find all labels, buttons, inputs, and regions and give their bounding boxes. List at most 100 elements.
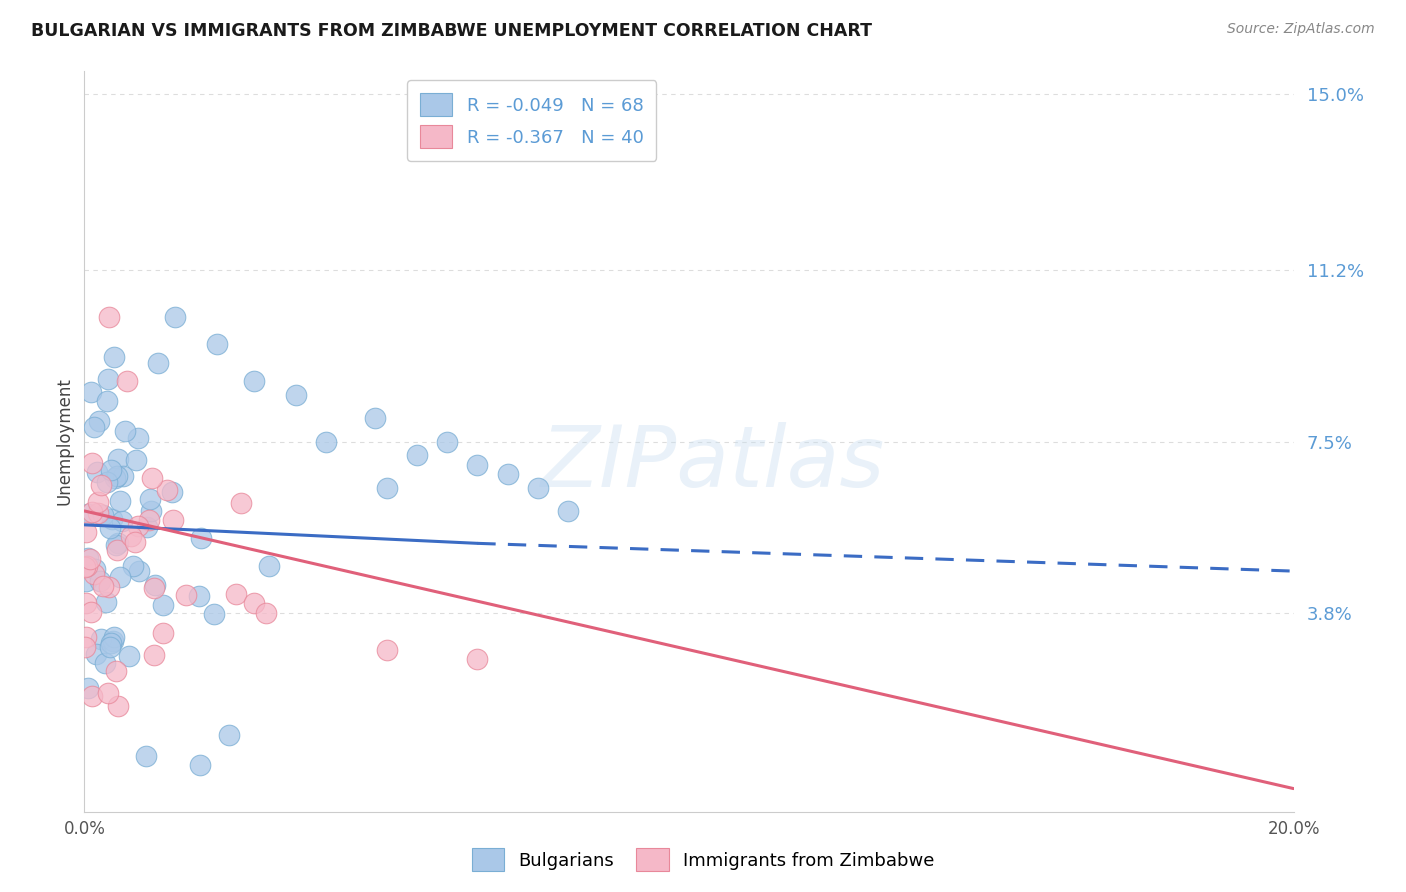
Point: [242, 375, 264, 389]
Point: [76, 559, 98, 574]
Point: [143, 578, 166, 592]
Point: [108, 570, 131, 584]
Point: [90, 632, 112, 646]
Point: [77, 507, 100, 521]
Point: [97, 310, 120, 324]
Point: [104, 538, 127, 552]
Point: [91, 508, 114, 523]
Point: [89, 574, 111, 588]
Point: [80, 505, 103, 519]
Point: [138, 513, 160, 527]
Point: [190, 758, 212, 772]
Point: [111, 469, 134, 483]
Point: [98, 640, 121, 654]
Point: [96, 595, 118, 609]
Point: [103, 634, 125, 648]
Point: [315, 434, 337, 449]
Point: [285, 388, 308, 402]
Point: [108, 494, 131, 508]
Point: [242, 597, 264, 611]
Point: [94, 656, 117, 670]
Point: [152, 626, 174, 640]
Point: [496, 467, 519, 481]
Point: [100, 636, 122, 650]
Point: [135, 520, 157, 534]
Point: [84, 562, 107, 576]
Y-axis label: Unemployment: Unemployment: [55, 377, 73, 506]
Point: [83, 566, 105, 581]
Point: [229, 495, 252, 509]
Point: [122, 559, 145, 574]
Point: [100, 463, 122, 477]
Point: [82, 689, 104, 703]
Point: [124, 535, 146, 549]
Point: [190, 531, 212, 545]
Point: [93, 579, 115, 593]
Legend: Bulgarians, Immigrants from Zimbabwe: Bulgarians, Immigrants from Zimbabwe: [464, 841, 942, 879]
Point: [107, 452, 129, 467]
Point: [165, 310, 187, 324]
Point: [96, 475, 118, 489]
Point: [83, 420, 105, 434]
Point: [86, 465, 108, 479]
Point: [174, 588, 197, 602]
Point: [104, 665, 127, 679]
Point: [225, 587, 247, 601]
Point: [87, 495, 110, 509]
Point: [406, 449, 429, 463]
Point: [98, 580, 121, 594]
Point: [127, 519, 149, 533]
Point: [82, 456, 104, 470]
Point: [96, 394, 118, 409]
Point: [79, 552, 101, 566]
Point: [152, 598, 174, 612]
Point: [207, 337, 229, 351]
Point: [76, 550, 98, 565]
Point: [103, 350, 125, 364]
Point: [107, 698, 129, 713]
Point: [127, 431, 149, 445]
Point: [138, 491, 160, 506]
Point: [103, 630, 125, 644]
Point: [375, 481, 398, 495]
Point: [375, 642, 398, 657]
Point: [75, 525, 97, 540]
Point: [75, 574, 97, 589]
Point: [467, 458, 489, 472]
Point: [162, 485, 184, 500]
Point: [141, 471, 163, 485]
Text: ZIPatlas: ZIPatlas: [541, 422, 886, 505]
Point: [101, 511, 124, 525]
Point: [254, 606, 277, 620]
Point: [467, 652, 489, 666]
Point: [80, 385, 103, 400]
Point: [363, 411, 385, 425]
Point: [187, 589, 209, 603]
Point: [146, 356, 169, 370]
Point: [202, 607, 225, 621]
Point: [120, 529, 142, 543]
Point: [128, 564, 150, 578]
Point: [257, 559, 280, 574]
Point: [436, 434, 458, 449]
Point: [77, 681, 100, 696]
Point: [114, 424, 136, 438]
Point: [87, 506, 110, 520]
Point: [111, 514, 134, 528]
Point: [84, 647, 107, 661]
Point: [75, 596, 97, 610]
Point: [105, 542, 128, 557]
Point: [118, 649, 141, 664]
Point: [75, 630, 97, 644]
Point: [97, 686, 120, 700]
Point: [89, 414, 111, 428]
Point: [143, 581, 166, 595]
Point: [75, 559, 97, 574]
Point: [107, 536, 129, 550]
Point: [104, 471, 127, 485]
Point: [98, 521, 121, 535]
Point: [90, 478, 112, 492]
Point: [156, 483, 179, 498]
Point: [73, 640, 96, 654]
Point: [96, 372, 118, 386]
